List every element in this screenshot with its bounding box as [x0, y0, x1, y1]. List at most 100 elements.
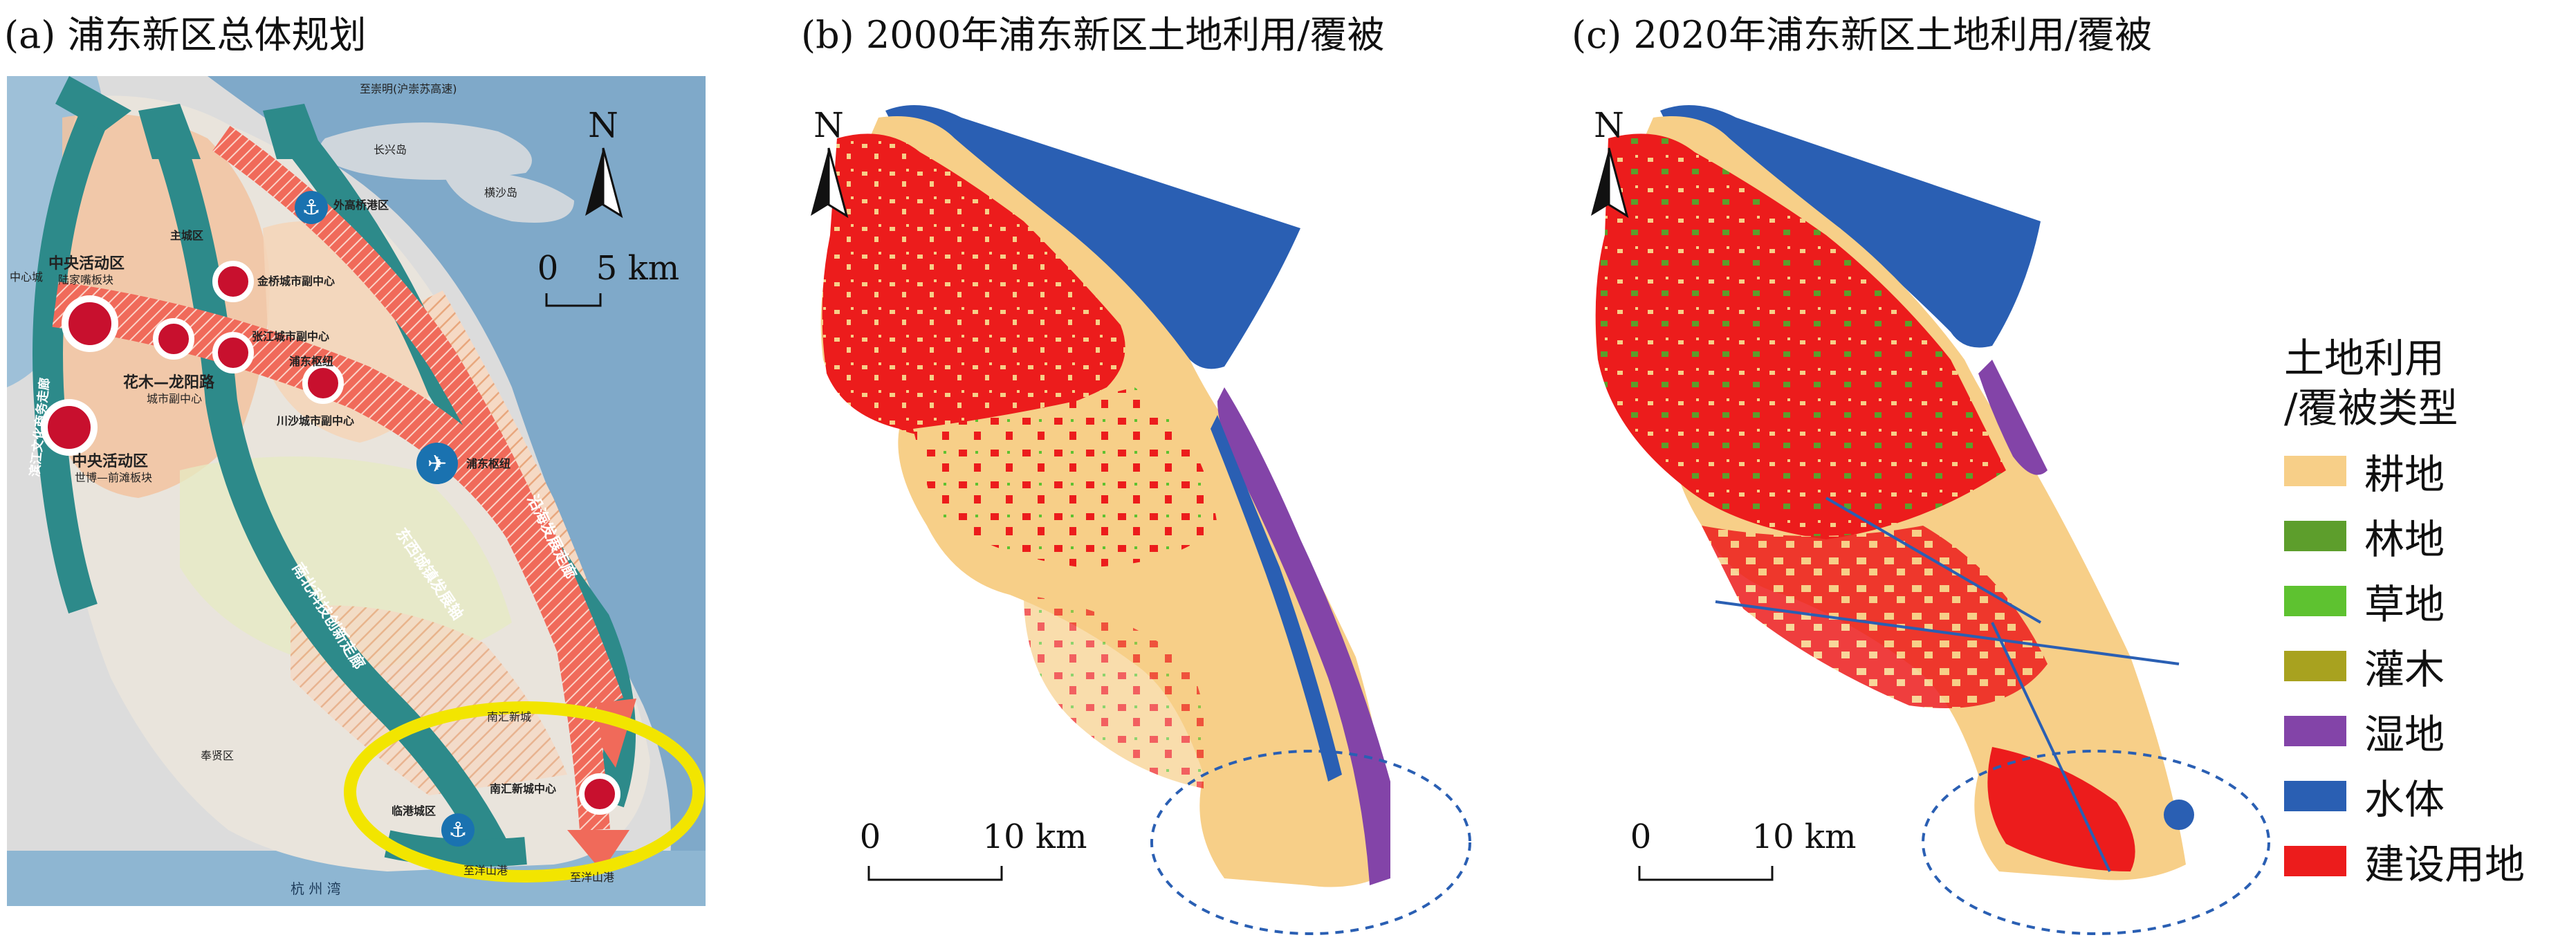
svg-text:0: 0	[860, 818, 881, 856]
highlight-ellipse-2000	[1150, 750, 1471, 935]
label-changxing: 长兴岛	[374, 143, 407, 156]
label-chuansha: 川沙城市副中心	[276, 414, 354, 427]
cbd2-marker	[41, 399, 98, 456]
svg-text:✈: ✈	[427, 450, 448, 478]
legend-swatch	[2284, 586, 2346, 616]
airport-icon	[416, 443, 458, 484]
legend-item: 灌木	[2284, 634, 2575, 699]
svg-text:N: N	[1594, 105, 1624, 145]
corridor-right-arrowhead	[263, 104, 325, 159]
legend-title-line2: /覆被类型	[2284, 385, 2458, 432]
urban-2020	[1595, 133, 2006, 540]
changxing-island	[319, 122, 532, 180]
highlight-ellipse-2020	[1922, 750, 2270, 935]
svg-text:⚓: ⚓	[449, 818, 468, 842]
label-fengxian: 奉贤区	[201, 749, 234, 762]
huamu-marker	[153, 318, 194, 360]
canal-lines-2020	[1715, 497, 2180, 872]
svg-text:N: N	[588, 105, 618, 145]
label-airport: 浦东枢纽	[466, 457, 510, 470]
legend: 土地利用 /覆被类型 耕地林地草地灌木湿地水体建设用地	[2284, 333, 2575, 894]
label-pudong-hub: 浦东枢纽	[289, 355, 333, 368]
dishui-lake-2020	[2164, 800, 2194, 830]
wetland-2000	[1217, 387, 1390, 885]
legend-label: 建设用地	[2364, 841, 2526, 888]
legend-swatch	[2284, 651, 2346, 681]
scale-bar-2020: 0 10 km	[1630, 818, 1857, 881]
legend-swatch	[2284, 846, 2346, 876]
waigaoqiao-port-icon	[295, 191, 328, 224]
label-cbd1: 中央活动区	[48, 255, 125, 273]
corridor-left-band	[33, 90, 118, 613]
label-hengsha: 横沙岛	[484, 186, 517, 199]
chuansha-marker	[302, 362, 344, 404]
label-zhangjiang: 张江城市副中心	[252, 330, 329, 343]
svg-text:N: N	[813, 105, 844, 145]
legend-items: 耕地林地草地灌木湿地水体建设用地	[2284, 438, 2575, 894]
legend-label: 湿地	[2364, 711, 2445, 758]
legend-swatch	[2284, 716, 2346, 746]
urban-2020-lingang	[1987, 747, 2135, 871]
nanhui-highlight-ellipse	[344, 701, 705, 883]
north-arrow-2000: N	[811, 105, 849, 219]
plan-north-arrow: N	[585, 105, 623, 219]
urban-2000-north	[822, 133, 1125, 436]
corridor-mid-arrowhead	[138, 104, 201, 159]
legend-swatch	[2284, 781, 2346, 811]
svg-text:⚓: ⚓	[302, 196, 321, 220]
label-cbd2-sub: 世博—前滩板块	[75, 471, 152, 484]
label-yangshan1: 至洋山港	[463, 864, 508, 877]
lingang-port-icon	[441, 813, 475, 847]
svg-text:5 km: 5 km	[596, 249, 679, 288]
svg-text:10 km: 10 km	[983, 818, 1087, 856]
svg-text:0: 0	[537, 249, 559, 288]
jinqiao-marker	[212, 261, 254, 302]
label-nanhui-center: 南汇新城中心	[490, 782, 556, 795]
label-lingang: 临港城区	[392, 804, 436, 818]
label-waigaoqiao: 外高桥港区	[333, 198, 389, 212]
svg-text:0: 0	[1630, 818, 1652, 856]
label-jinqiao: 金桥城市副中心	[257, 275, 335, 288]
legend-label: 水体	[2364, 776, 2445, 823]
huangpu-sea	[7, 76, 706, 906]
scale-bar-2000: 0 10 km	[860, 818, 1087, 881]
label-huamu: 花木—龙阳路	[123, 373, 215, 391]
wetland-2020	[1978, 360, 2048, 475]
cbd1-marker	[62, 295, 118, 352]
svg-text:10 km: 10 km	[1752, 818, 1857, 856]
hengsha-island	[443, 172, 574, 223]
legend-item: 耕地	[2284, 438, 2575, 504]
coastal-arrowhead	[567, 830, 629, 871]
legend-label: 耕地	[2364, 451, 2445, 498]
plan-scale-bar: 0 5 km	[537, 249, 679, 307]
label-cbd1-sub: 陆家嘴板块	[58, 273, 113, 286]
corridor-mid-band	[151, 126, 513, 865]
zhangjiang-marker	[212, 332, 254, 373]
legend-swatch	[2284, 521, 2346, 551]
urban-2020-south	[1702, 526, 2048, 708]
legend-item: 林地	[2284, 504, 2575, 569]
legend-item: 湿地	[2284, 699, 2575, 764]
legend-title-line1: 土地利用	[2284, 335, 2445, 382]
legend-label: 草地	[2364, 581, 2445, 628]
label-cbd2: 中央活动区	[72, 452, 148, 470]
north-arrow-2020: N	[1591, 105, 1629, 219]
coastal-water-2000	[1211, 415, 1342, 782]
label-center-city: 中心城	[10, 270, 43, 284]
label-huamu-sub: 城市副中心	[147, 392, 202, 405]
panel-a-title: (a) 浦东新区总体规划	[4, 13, 367, 57]
panel-c-title: (c) 2020年浦东新区土地利用/覆被	[1572, 13, 2153, 57]
urban-2000-mid	[913, 387, 1217, 567]
label-main-city: 主城区	[170, 229, 203, 242]
label-nanhui-town: 南汇新城	[487, 710, 531, 723]
legend-label: 林地	[2364, 516, 2445, 563]
label-hangzhou-bay: 杭 州 湾	[291, 880, 341, 897]
urban-2000-south	[1024, 595, 1208, 788]
corridor-left-arrowhead	[55, 76, 131, 131]
legend-item: 草地	[2284, 569, 2575, 634]
legend-swatch	[2284, 456, 2346, 486]
legend-item: 水体	[2284, 764, 2575, 829]
